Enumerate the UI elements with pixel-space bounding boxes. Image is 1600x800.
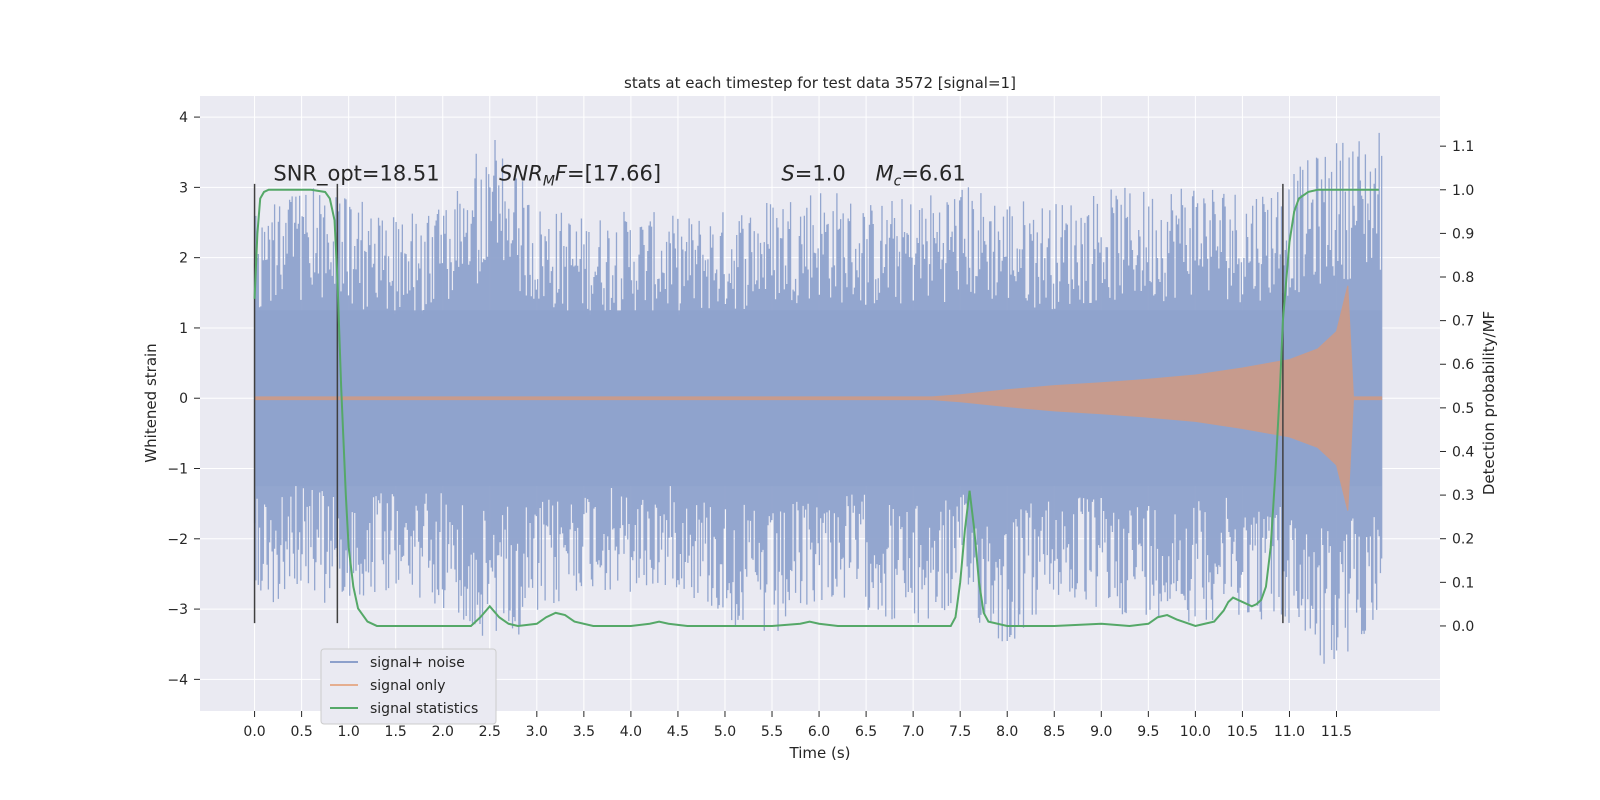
x-tick-label: 8.0	[996, 724, 1018, 740]
x-tick-label: 0.5	[290, 724, 312, 740]
x-tick-label: 1.5	[385, 724, 407, 740]
y2-tick-label: 0.4	[1452, 444, 1474, 460]
annotation-3: Mc=6.61	[876, 161, 966, 189]
y2-tick-label: 0.1	[1452, 575, 1474, 591]
annotations: SNR_opt=18.51 SNRMF=[17.66] S=1.0 Mc=6.61	[273, 161, 965, 189]
x-tick-label: 4.0	[620, 724, 642, 740]
stats-line	[253, 188, 1379, 627]
y-tick-label: 0	[179, 391, 188, 407]
x-tick-label: 3.0	[526, 724, 548, 740]
axis-ticks: 0.0 0.5 1.0 1.5 2.0 2.5 3.0 3.5 4.0 4.5 5.0 5.5 6.0 6…	[167, 110, 1474, 740]
legend-box	[320, 648, 497, 725]
y-tick-label: −4	[167, 672, 188, 688]
y-tick-label: −3	[167, 602, 188, 618]
x-tick-label: 7.0	[902, 724, 924, 740]
x-tick-label: 9.0	[1090, 724, 1112, 740]
annotation-2: S=1.0	[781, 161, 845, 185]
y-tick-label: −2	[167, 532, 188, 548]
y2-tick-label: 0.2	[1452, 532, 1474, 548]
annotation-0: SNR_opt=18.51	[273, 161, 439, 186]
legend-label-signal: signal only	[370, 678, 445, 694]
x-tick-label: 2.5	[479, 724, 501, 740]
legend: signal+ noise signal only signal statist…	[320, 648, 497, 725]
signal-statistics-line	[253, 188, 1379, 627]
x-tick-label: 4.5	[667, 724, 689, 740]
y-axis-label: Whitened strain	[142, 343, 160, 462]
x-tick-label: 7.5	[949, 724, 971, 740]
y2-tick-label: 0.3	[1452, 488, 1474, 504]
annotation-1: SNRMF=[17.66]	[499, 161, 661, 189]
y-tick-label: 2	[179, 251, 188, 267]
y2-tick-label: 0.5	[1452, 401, 1474, 417]
x-tick-label: 1.0	[338, 724, 360, 740]
y2-axis-label: Detection probability/MF	[1480, 311, 1498, 495]
x-tick-label: 2.0	[432, 724, 454, 740]
y-tick-label: 3	[179, 180, 188, 196]
y2-tick-label: 1.0	[1452, 183, 1474, 199]
signal-area	[254, 285, 1383, 511]
x-tick-label: 6.0	[808, 724, 830, 740]
x-tick-label: 11.0	[1274, 724, 1305, 740]
y2-tick-label: 0.6	[1452, 357, 1474, 373]
x-tick-label: 11.5	[1321, 724, 1352, 740]
x-tick-label: 10.0	[1180, 724, 1211, 740]
signal-only-trace	[254, 285, 1383, 511]
x-tick-label: 3.5	[573, 724, 595, 740]
x-tick-label: 9.5	[1137, 724, 1159, 740]
y2-tick-label: 0.0	[1452, 619, 1474, 635]
y2-tick-label: 1.1	[1452, 139, 1474, 155]
y2-tick-label: 0.7	[1452, 314, 1474, 330]
y-tick-label: −1	[167, 462, 188, 478]
x-axis-label: Time (s)	[789, 744, 851, 762]
x-tick-label: 8.5	[1043, 724, 1065, 740]
x-tick-label: 10.5	[1227, 724, 1258, 740]
legend-label-stats: signal statistics	[370, 701, 478, 717]
legend-label-noise: signal+ noise	[370, 655, 465, 671]
y-tick-label: 1	[179, 321, 188, 337]
x-tick-label: 6.5	[855, 724, 877, 740]
chart-title: stats at each timestep for test data 357…	[624, 74, 1016, 92]
y-tick-label: 4	[179, 110, 188, 126]
x-tick-label: 5.5	[761, 724, 783, 740]
x-tick-label: 5.0	[714, 724, 736, 740]
x-tick-label: 0.0	[243, 724, 265, 740]
y2-tick-label: 0.8	[1452, 270, 1474, 286]
y2-tick-label: 0.9	[1452, 226, 1474, 242]
